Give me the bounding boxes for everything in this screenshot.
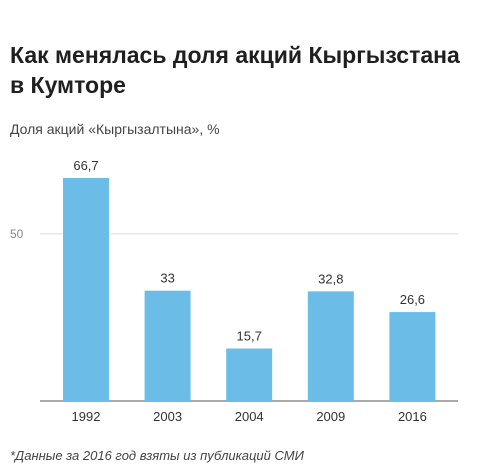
x-tick-label: 1992 [72,409,101,424]
data-label: 33 [160,271,174,286]
chart-subtitle: Доля акций «Кыргызалтына», % [10,121,220,137]
bar-2016 [389,312,436,401]
x-tick-label: 2003 [153,409,182,424]
label-layer: 50 66,7 1992 33 2003 15,7 2004 32,8 2009 26,6 2016 [10,158,427,424]
x-tick-label: 2009 [316,409,345,424]
footnote: *Данные за 2016 год взяты из публикаций … [10,448,304,463]
bar-2004 [226,348,273,401]
data-label: 66,7 [73,158,98,173]
x-tick-label: 2004 [235,409,264,424]
data-label: 26,6 [400,292,425,307]
data-label: 32,8 [318,271,343,286]
chart-title: Как менялась доля акций Кыргызстана в Ку… [10,42,460,98]
x-tick-label: 2016 [398,409,427,424]
bar-2009 [307,291,354,401]
bar-1992 [63,178,109,401]
y-tick-label: 50 [10,227,24,241]
bar-2003 [144,290,191,401]
bar-chart: 50 66,7 1992 33 2003 15,7 2004 32,8 2009 26,6 2016 [10,158,458,424]
data-label: 15,7 [237,329,262,344]
bar-layer [63,178,436,401]
